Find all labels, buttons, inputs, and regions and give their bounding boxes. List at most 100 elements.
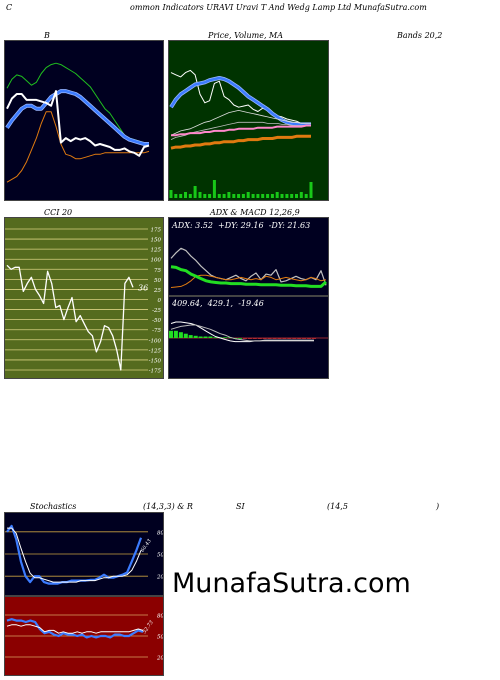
macd-hist-bar — [302, 338, 307, 339]
volume-bar — [251, 194, 255, 198]
volume-bar — [198, 192, 202, 198]
cci-tick-label: 25 — [153, 288, 161, 294]
cci-last-value: 36 — [138, 283, 148, 292]
panel-background — [5, 218, 163, 378]
price-price-line — [170, 69, 312, 125]
macd-stats: 409.64, 429.1, -19.46 — [172, 299, 264, 308]
bb-middle-line — [5, 89, 149, 146]
bb-price-line — [6, 90, 150, 157]
macd-hist-bar — [252, 338, 257, 339]
volume-bar — [227, 192, 231, 198]
volume-bar — [237, 194, 241, 198]
macd-hist-bar — [198, 336, 203, 338]
cci-panel: 175 150 125 100 75 50 25 0 -25 -50 -75 -100 -125 -150… — [4, 217, 164, 379]
volume-bar — [203, 194, 207, 198]
cci-tick-label: -50 — [152, 318, 161, 324]
volume-bar — [188, 194, 192, 198]
macd-hist-bar — [297, 338, 302, 339]
adx-adx-line — [170, 265, 328, 288]
macd-hist-bar — [169, 330, 173, 339]
volume-bar — [285, 194, 289, 198]
price-panel — [168, 40, 329, 201]
volume-bar — [266, 194, 270, 198]
volume-bar — [232, 194, 236, 198]
rsi-tick-label: 80 — [157, 614, 163, 620]
macd-hist-bar — [267, 338, 272, 339]
macd-hist-bar — [193, 335, 198, 338]
hist-value: -19.46 — [238, 299, 264, 308]
title-stoch-e: ) — [436, 502, 440, 511]
volume-bar — [256, 194, 260, 198]
rsi-mfi-line — [6, 624, 144, 634]
stoch-tick-label: 20 — [156, 575, 163, 581]
watermark: MunafaSutra.com — [172, 568, 411, 599]
volume-bar — [212, 180, 216, 198]
price-ma_pink-line — [171, 124, 311, 137]
cci-tick-label: 0 — [158, 298, 162, 304]
volume-bar — [261, 194, 265, 198]
cci-chart: 175 150 125 100 75 50 25 0 -25 -50 -75 -100 -125 -150… — [5, 218, 163, 378]
volume-bar — [295, 194, 298, 198]
stoch-tick-label: 80 — [157, 530, 163, 536]
price-ma_white_1-line — [170, 110, 311, 136]
title-stoch-c: SI — [236, 502, 245, 511]
volume-bar — [241, 194, 245, 198]
plus-di-value: +DY: 29.16 — [218, 221, 264, 230]
cci-tick-label: -25 — [152, 308, 161, 314]
macd-hist-bar — [287, 338, 292, 339]
stochastics-chart: 80502060.43 — [5, 513, 163, 595]
bb-lower-line — [6, 111, 150, 183]
bollinger-panel — [4, 40, 164, 201]
adx-plus_di-line — [170, 247, 327, 286]
macd-hist-bar — [203, 336, 208, 338]
macd-hist-bar — [178, 332, 183, 338]
cci-tick-label: 150 — [151, 238, 162, 244]
volume-bar — [275, 192, 279, 198]
cci-tick-label: -175 — [149, 369, 162, 375]
volume-bar — [184, 192, 187, 198]
rsi-rsi-line — [6, 618, 144, 639]
volume-bar — [270, 194, 274, 198]
macd-hist-bar — [257, 338, 262, 339]
macd-hist-bar — [277, 338, 282, 339]
header-left: C — [6, 3, 13, 12]
cci-tick-label: -125 — [149, 348, 162, 354]
volume-bar — [304, 194, 308, 198]
rsi-panel: 80502052.73 — [4, 596, 164, 676]
volume-bar — [174, 194, 178, 198]
stoch-tick-label: 50 — [157, 553, 163, 559]
cci-tick-label: -150 — [149, 358, 162, 364]
macd-chart — [169, 297, 328, 378]
macd-hist-bar — [292, 338, 297, 339]
volume-bar — [280, 194, 284, 198]
stoch-panel: 80502060.43 — [4, 512, 164, 596]
adx-panel — [168, 217, 329, 296]
title-stoch-a: Stochastics — [30, 502, 77, 511]
price-ma_orange-line — [170, 134, 311, 150]
volume-bar — [169, 190, 173, 198]
macd-hist-bar — [188, 335, 193, 338]
adx-value: ADX: 3.52 — [172, 221, 213, 230]
volume-bar — [246, 192, 250, 198]
cci-tick-label: -100 — [149, 338, 162, 344]
cci-tick-label: 175 — [151, 228, 162, 234]
cci-tick-label: 75 — [154, 268, 161, 274]
price-ma_blue-line — [169, 76, 311, 126]
cci-tick-label: 50 — [154, 278, 161, 284]
macd-hist-bar — [243, 338, 247, 339]
macd-hist-bar — [173, 330, 178, 339]
signal-value: 429.1 — [207, 299, 231, 308]
macd-hist-bar — [282, 338, 287, 339]
macd-hist-bar — [223, 337, 228, 339]
macd-hist-bar — [312, 338, 316, 339]
macd-signal-line — [170, 324, 314, 342]
title-price-volume-ma: Price, Volume, MA — [208, 31, 284, 40]
title-adx-macd: ADX & MACD 12,26,9 — [210, 208, 300, 217]
volume-bar — [217, 194, 221, 198]
cci-tick-label: 125 — [151, 248, 162, 254]
volume-bar — [309, 182, 313, 198]
title-bollinger: B — [44, 31, 50, 40]
minus-di-value: -DY: 21.63 — [268, 221, 311, 230]
title-stoch-d: (14,5 — [327, 502, 348, 511]
volume-bar — [299, 192, 303, 198]
